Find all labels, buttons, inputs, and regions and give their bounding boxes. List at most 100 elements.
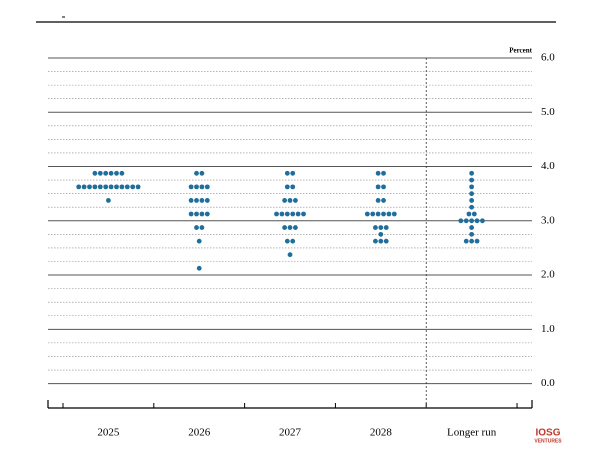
dot — [199, 198, 205, 203]
y-tick-label: 4.0 — [541, 160, 555, 172]
dot — [196, 265, 202, 271]
y-tick-label: 6.0 — [541, 52, 555, 64]
y-tick-label: 1.0 — [541, 323, 555, 335]
dot — [103, 170, 109, 176]
dot — [463, 238, 469, 244]
dot — [114, 170, 119, 176]
dot — [295, 211, 301, 217]
dot — [383, 238, 389, 244]
dot — [135, 184, 141, 190]
dot — [194, 225, 199, 230]
dot — [381, 184, 386, 190]
dot — [199, 225, 205, 230]
y-axis-label: Percent — [509, 47, 532, 55]
dot — [469, 238, 475, 244]
x-tick-label: Longer run — [447, 427, 497, 439]
dot — [97, 170, 103, 176]
y-tick-label: 3.0 — [541, 214, 555, 226]
dot — [469, 225, 475, 230]
dot — [204, 211, 210, 217]
x-tick-label: 2025 — [97, 427, 120, 439]
dot — [381, 170, 386, 176]
dot — [287, 225, 293, 230]
dot — [87, 184, 92, 190]
dot — [284, 170, 290, 176]
dot — [469, 204, 475, 210]
dot — [469, 218, 475, 224]
dot — [130, 184, 136, 190]
dot — [92, 170, 98, 176]
dot — [463, 218, 469, 224]
dot — [108, 184, 114, 190]
dot — [199, 170, 205, 176]
dot — [204, 184, 210, 190]
dot — [199, 184, 205, 190]
y-tick-label: 2.0 — [541, 269, 555, 281]
dot — [378, 225, 384, 230]
dot — [114, 184, 119, 190]
dot — [282, 198, 288, 203]
dot — [194, 170, 199, 176]
dot — [471, 211, 477, 217]
dot — [375, 198, 381, 203]
dot — [381, 198, 386, 203]
dot — [290, 238, 296, 244]
dot — [188, 211, 194, 217]
dot — [469, 231, 475, 237]
dot — [108, 170, 114, 176]
dot — [76, 184, 82, 190]
dot — [375, 170, 381, 176]
dot — [188, 184, 194, 190]
dot — [97, 184, 103, 190]
dot — [375, 211, 381, 217]
logo-sub: VENTURES — [534, 438, 562, 444]
dot — [188, 198, 194, 203]
dot — [370, 211, 376, 217]
dot — [290, 211, 296, 217]
dot — [204, 198, 210, 203]
dot — [469, 191, 475, 197]
dot — [279, 211, 285, 217]
dot — [381, 211, 386, 217]
dot — [480, 218, 485, 224]
dot — [287, 198, 293, 203]
dot — [287, 252, 293, 258]
dot — [199, 211, 205, 217]
dot — [373, 225, 378, 230]
dot — [375, 184, 381, 190]
dot — [466, 211, 472, 217]
dot — [284, 184, 290, 190]
dot — [469, 177, 475, 183]
dot — [474, 218, 480, 224]
dot — [373, 238, 378, 244]
dot — [119, 184, 125, 190]
dot — [301, 211, 306, 217]
dot — [364, 211, 370, 217]
x-tick-label: 2027 — [279, 427, 302, 439]
dot — [378, 231, 384, 237]
dot — [293, 198, 298, 203]
dot — [81, 184, 87, 190]
y-tick-label: 0.0 — [541, 377, 555, 389]
dot — [469, 198, 475, 203]
y-tick-label: 5.0 — [541, 106, 555, 118]
dot — [383, 225, 389, 230]
dot — [391, 211, 397, 217]
dot — [284, 211, 290, 217]
dot — [378, 238, 384, 244]
dot — [290, 184, 296, 190]
x-tick-label: 2026 — [188, 427, 211, 439]
dot — [194, 198, 199, 203]
dot — [469, 184, 475, 190]
dot — [119, 170, 125, 176]
logo: IOSG — [535, 428, 560, 439]
dot — [194, 184, 199, 190]
dot — [196, 238, 202, 244]
dot — [103, 184, 109, 190]
dot — [92, 184, 98, 190]
dot — [274, 211, 279, 217]
dot — [282, 225, 288, 230]
x-tick-label: 2028 — [370, 427, 393, 439]
dot — [458, 218, 464, 224]
